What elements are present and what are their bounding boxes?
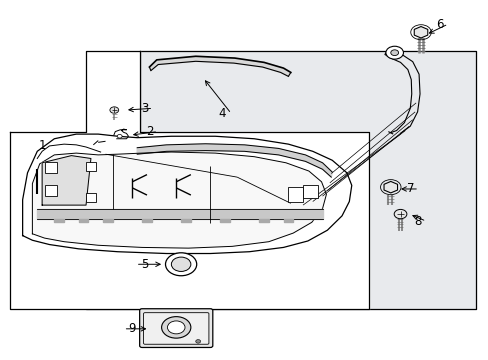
Text: 3: 3 bbox=[141, 102, 148, 115]
Polygon shape bbox=[22, 134, 351, 253]
Circle shape bbox=[110, 107, 119, 113]
Circle shape bbox=[171, 257, 190, 271]
Polygon shape bbox=[103, 220, 113, 222]
Polygon shape bbox=[32, 152, 326, 248]
Bar bbox=[86, 162, 96, 171]
Polygon shape bbox=[283, 220, 293, 222]
Text: 8: 8 bbox=[413, 215, 421, 228]
Circle shape bbox=[385, 46, 403, 59]
Polygon shape bbox=[181, 220, 190, 222]
Circle shape bbox=[195, 339, 200, 343]
Text: 2: 2 bbox=[145, 125, 153, 138]
Polygon shape bbox=[137, 144, 331, 177]
Text: 7: 7 bbox=[406, 183, 413, 195]
Bar bbox=[303, 185, 317, 198]
Text: 4: 4 bbox=[218, 107, 226, 120]
Polygon shape bbox=[10, 51, 368, 309]
Bar bbox=[86, 193, 96, 202]
Text: 9: 9 bbox=[128, 322, 136, 335]
Polygon shape bbox=[142, 220, 152, 222]
Circle shape bbox=[161, 317, 190, 338]
Circle shape bbox=[390, 50, 398, 55]
Circle shape bbox=[117, 134, 122, 138]
Bar bbox=[44, 162, 57, 173]
Circle shape bbox=[393, 210, 406, 219]
Polygon shape bbox=[259, 220, 268, 222]
Polygon shape bbox=[86, 51, 475, 309]
Polygon shape bbox=[149, 56, 290, 76]
Text: 1: 1 bbox=[39, 139, 46, 152]
Polygon shape bbox=[79, 220, 88, 222]
Text: 5: 5 bbox=[141, 258, 148, 271]
Circle shape bbox=[165, 253, 196, 276]
Polygon shape bbox=[54, 220, 64, 222]
Circle shape bbox=[167, 321, 184, 334]
Text: 6: 6 bbox=[435, 18, 443, 31]
Polygon shape bbox=[37, 209, 322, 220]
Bar bbox=[288, 187, 303, 202]
FancyBboxPatch shape bbox=[143, 313, 208, 344]
Polygon shape bbox=[42, 156, 91, 205]
FancyBboxPatch shape bbox=[140, 309, 212, 347]
Bar bbox=[44, 185, 57, 196]
Polygon shape bbox=[220, 220, 229, 222]
